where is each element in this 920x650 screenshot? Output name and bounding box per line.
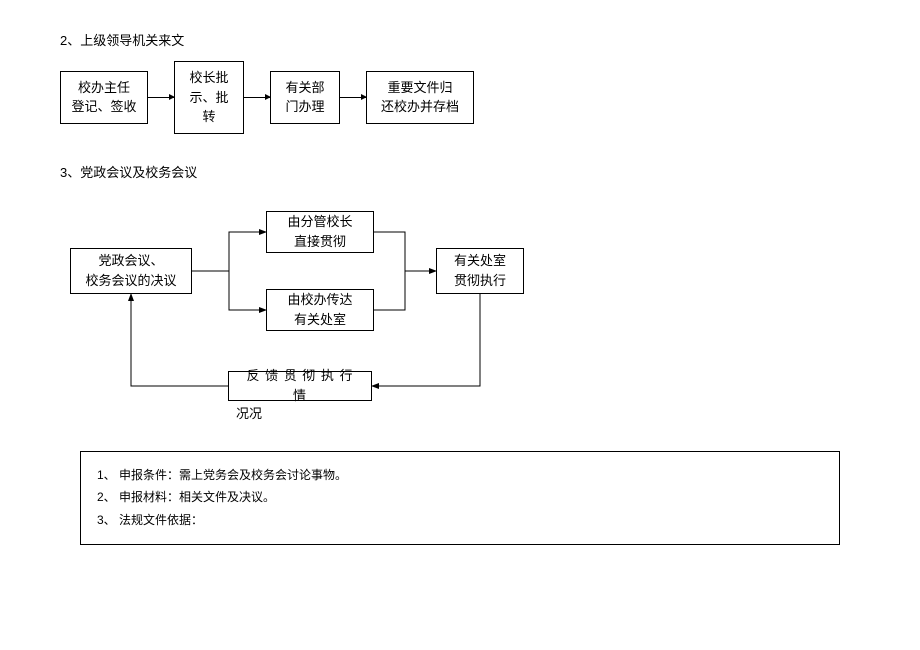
- info-line-3: 3、 法规文件依据：: [97, 509, 823, 532]
- info-line-1: 1、 申报条件：需上党务会及校务会讨论事物。: [97, 464, 823, 487]
- diag2-box-E-overflow: 况况: [236, 403, 262, 422]
- diag2-box-E: 反 馈 贯 彻 执 行 情: [228, 371, 372, 401]
- flow1-box-2: 有关部门办理: [270, 71, 340, 124]
- flow1-arrow-2: [340, 97, 366, 98]
- diagram-meetings: 党政会议、校务会议的决议 由分管校长直接贯彻由校办传达有关处室 有关处室贯彻执行况况…: [60, 193, 860, 423]
- flow1-arrow-0: [148, 97, 174, 98]
- flow1-box-1: 校长批示、批转: [174, 61, 244, 134]
- flow1-arrow-1: [244, 97, 270, 98]
- diag2-box-A: 党政会议、校务会议的决议: [70, 248, 192, 294]
- flow1-box-0: 校办主任登记、签收: [60, 71, 148, 124]
- flow-row-1: 校办主任登记、签收校长批示、批转有关部门办理重要文件归还校办并存档: [60, 61, 860, 134]
- info-line-2: 2、 申报材料：相关文件及决议。: [97, 486, 823, 509]
- section2-heading: 3、党政会议及校务会议: [60, 162, 860, 181]
- diag2-box-C: 由校办传达有关处室: [266, 289, 374, 331]
- diag2-box-B: 由分管校长直接贯彻: [266, 211, 374, 253]
- diag2-box-D: 有关处室贯彻执行: [436, 248, 524, 294]
- flow1-box-3: 重要文件归还校办并存档: [366, 71, 474, 124]
- section-incoming-docs: 2、上级领导机关来文 校办主任登记、签收校长批示、批转有关部门办理重要文件归还校…: [60, 30, 860, 134]
- section-meetings: 3、党政会议及校务会议 党政会议、校务会议的决议 由分管校长直接贯彻由校办传达有关…: [60, 162, 860, 423]
- info-box: 1、 申报条件：需上党务会及校务会讨论事物。 2、 申报材料：相关文件及决议。 …: [80, 451, 840, 545]
- section1-heading: 2、上级领导机关来文: [60, 30, 860, 49]
